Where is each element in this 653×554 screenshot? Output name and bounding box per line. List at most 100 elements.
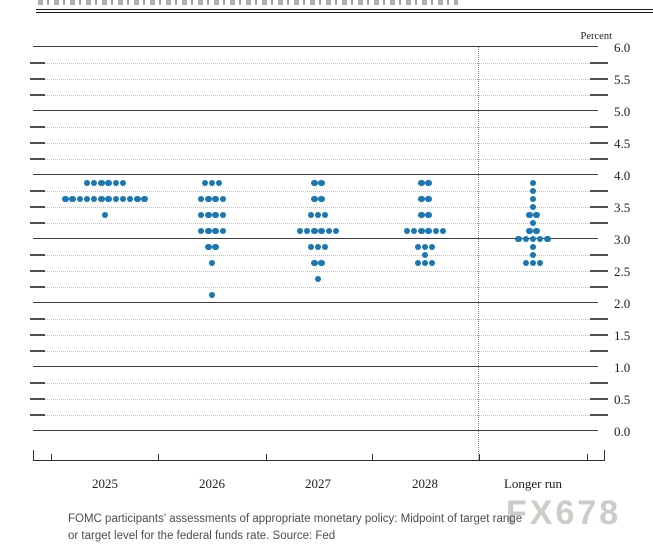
gridline-3.75 <box>33 190 598 192</box>
dot <box>216 179 223 187</box>
dot <box>205 211 212 219</box>
left-tick-2.25 <box>30 286 45 288</box>
x-axis-end-right <box>604 450 605 460</box>
dot <box>332 227 340 235</box>
y-axis-label: 2.5 <box>614 264 631 279</box>
right-tick-0.25 <box>590 414 608 416</box>
y-axis-label: 3.0 <box>614 232 631 247</box>
right-tick-5.75 <box>590 62 608 64</box>
x-axis-tick-1 <box>158 454 159 460</box>
dot <box>91 195 98 203</box>
dot <box>205 195 212 203</box>
dot <box>529 235 537 243</box>
dot <box>198 227 205 235</box>
left-tick-3.50 <box>30 206 45 208</box>
dot <box>537 235 544 243</box>
dot <box>421 251 429 259</box>
dot <box>522 259 529 267</box>
gridline-1.25 <box>33 350 598 352</box>
dot <box>212 211 219 219</box>
x-axis-label-2026: 2026 <box>199 476 225 491</box>
left-tick-1.25 <box>30 350 45 352</box>
gridline-0.50 <box>33 398 598 400</box>
gridline-4.50 <box>33 142 598 144</box>
left-tick-0.25 <box>30 414 45 416</box>
dot <box>311 259 318 267</box>
dot <box>425 211 432 219</box>
dot <box>432 227 439 235</box>
dot <box>205 243 212 251</box>
gridline-0.25 <box>33 414 598 416</box>
dot <box>119 179 127 187</box>
gridline-6.00 <box>33 46 598 48</box>
dot <box>98 195 105 203</box>
dot <box>322 243 329 251</box>
dot <box>205 227 212 235</box>
dot <box>208 179 216 187</box>
dot <box>522 235 529 243</box>
dot <box>112 195 119 203</box>
dot <box>414 259 421 267</box>
y-axis-unit-label: Percent <box>580 31 613 42</box>
y-axis-label: 3.5 <box>614 200 631 215</box>
y-axis-label: 2.0 <box>614 296 631 311</box>
right-tick-1.75 <box>590 318 608 320</box>
dot <box>515 235 522 243</box>
left-tick-4.50 <box>30 142 45 144</box>
right-tick-3.50 <box>590 206 608 208</box>
right-tick-3.25 <box>590 222 608 224</box>
dot <box>311 179 318 187</box>
x-axis-tick-4 <box>479 454 480 460</box>
dot <box>314 243 322 251</box>
right-tick-2.25 <box>590 286 608 288</box>
left-tick-5.50 <box>30 78 45 80</box>
dot <box>318 259 325 267</box>
dot <box>69 195 76 203</box>
dot <box>219 195 226 203</box>
gridline-0.00 <box>33 430 598 432</box>
dot <box>318 179 325 187</box>
cropped-header-text <box>38 0 458 5</box>
dot <box>105 179 112 187</box>
dot <box>307 211 314 219</box>
y-axis-label: 6.0 <box>614 40 631 55</box>
left-tick-1.75 <box>30 318 45 320</box>
gridline-2.00 <box>33 302 598 304</box>
gridline-2.25 <box>33 286 598 288</box>
right-tick-4.75 <box>590 126 608 128</box>
dot <box>421 243 429 251</box>
dot <box>212 227 219 235</box>
dot <box>529 179 537 187</box>
dot <box>311 195 318 203</box>
dot <box>119 195 127 203</box>
fomc-dot-plot-chart: Percent 6.0 5.5 5.0 4.5 4.0 3.5 3.0 2.5 2.0 1.5 1.… <box>30 31 631 491</box>
right-tick-5.25 <box>590 94 608 96</box>
y-axis-label: 4.0 <box>614 168 631 183</box>
dot <box>529 187 537 195</box>
left-tick-3.25 <box>30 222 45 224</box>
dot <box>403 227 411 235</box>
right-tick-2.50 <box>590 270 608 272</box>
gridline-1.50 <box>33 334 598 336</box>
dot <box>314 275 322 283</box>
y-axis-label: 0.5 <box>614 392 631 407</box>
gridline-2.50 <box>33 270 598 272</box>
right-tick-2.75 <box>590 254 608 256</box>
y-axis-label: 5.5 <box>614 72 631 87</box>
y-axis-label: 4.5 <box>614 136 631 151</box>
dot <box>414 243 421 251</box>
y-axis-label: 0.0 <box>614 424 631 439</box>
header-double-rule <box>36 9 653 13</box>
x-axis-tick-3 <box>372 454 373 460</box>
left-tick-4.25 <box>30 158 45 160</box>
dot <box>526 227 533 235</box>
dot <box>529 243 537 251</box>
dot <box>429 243 436 251</box>
dot <box>62 195 69 203</box>
x-axis-tick-0 <box>51 454 52 460</box>
dot <box>198 211 205 219</box>
dot <box>219 227 226 235</box>
dot <box>529 219 537 227</box>
dot <box>198 195 205 203</box>
left-tick-1.50 <box>30 334 45 336</box>
